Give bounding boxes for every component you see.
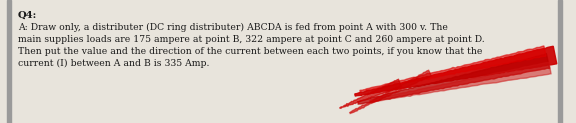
Polygon shape <box>358 54 550 104</box>
Polygon shape <box>370 62 551 102</box>
Polygon shape <box>360 46 546 92</box>
Text: current (I) between A and B is 335 Amp.: current (I) between A and B is 335 Amp. <box>18 59 210 68</box>
Text: main supplies loads are 175 ampere at point B, 322 ampere at point C and 260 amp: main supplies loads are 175 ampere at po… <box>18 35 485 44</box>
Text: A: Draw only, a distributer (DC ring distributer) ABCDA is fed from point A with: A: Draw only, a distributer (DC ring dis… <box>18 23 448 32</box>
Bar <box>7 0 11 123</box>
Polygon shape <box>355 46 557 96</box>
Polygon shape <box>340 79 401 108</box>
Text: Then put the value and the direction of the current between each two points, if : Then put the value and the direction of … <box>18 47 482 56</box>
Polygon shape <box>350 70 431 113</box>
Text: Q4:: Q4: <box>18 11 37 20</box>
Bar <box>558 0 562 123</box>
